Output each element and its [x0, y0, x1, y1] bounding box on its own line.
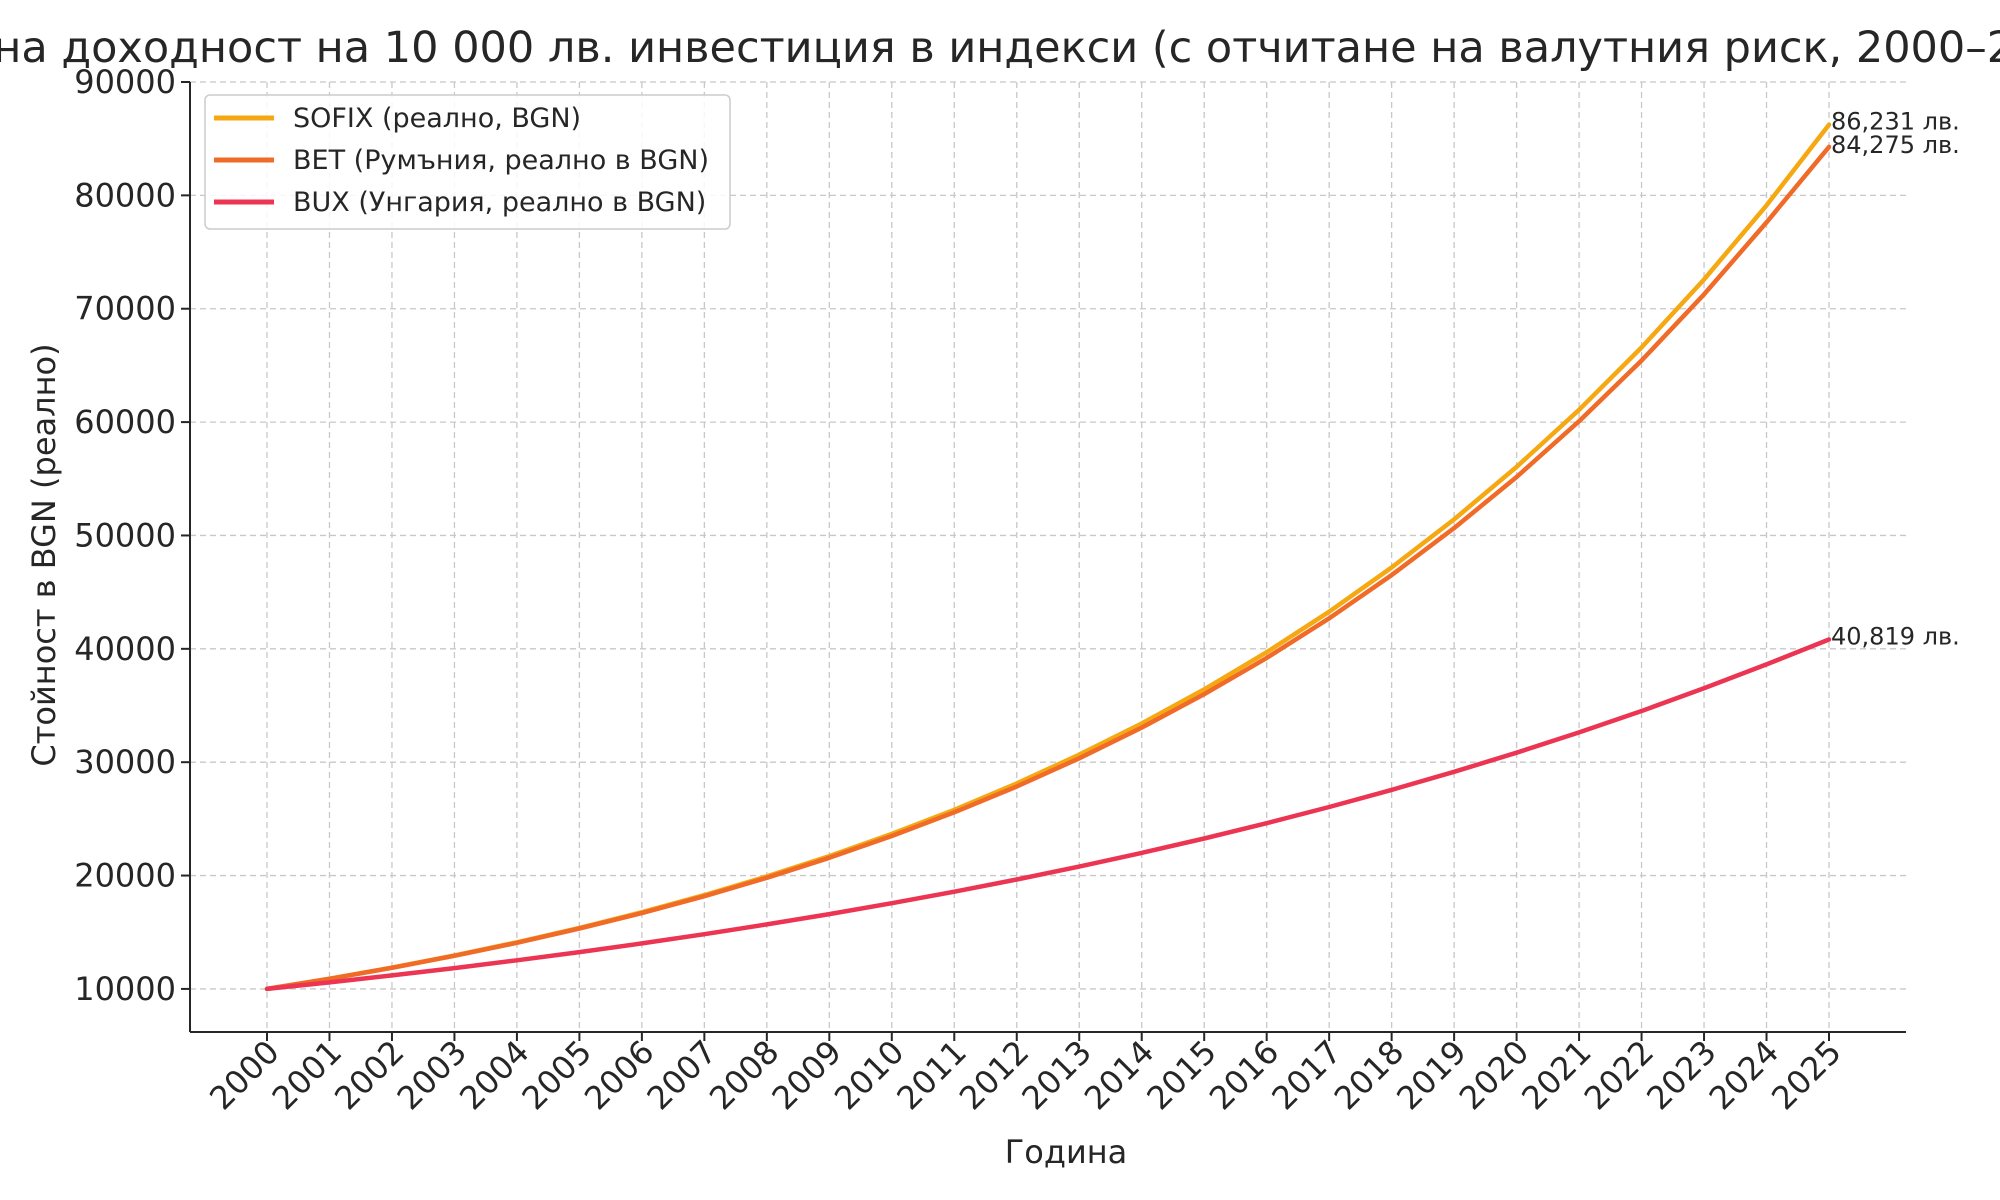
legend: SOFIX (реално, BGN) BET (Румъния, реално … [204, 94, 731, 230]
series-line-3 [264, 637, 1832, 992]
y-tick-label: 70000 [74, 290, 176, 328]
end-value-label: 84,275 лв. [1831, 131, 1960, 159]
y-tick-label: 50000 [74, 516, 176, 554]
x-tick-label: 2014 [1077, 1033, 1161, 1117]
series-line-2 [264, 144, 1832, 992]
x-tick-label: 2011 [889, 1033, 973, 1117]
x-tick-label: 2015 [1139, 1033, 1223, 1117]
x-tick-label: 2022 [1577, 1033, 1661, 1117]
y-tick-label: 20000 [74, 857, 176, 895]
y-tick-label: 80000 [74, 176, 176, 214]
y-tick-label: 40000 [74, 630, 176, 668]
legend-label: BUX (Унгария, реално в BGN) [293, 187, 706, 218]
x-tick-label: 2009 [765, 1033, 849, 1117]
legend-label: SOFIX (реално, BGN) [293, 103, 581, 134]
end-value-labels: 86,231 лв.84,275 лв. 40,819 лв. [1831, 108, 1960, 651]
y-axis-label: Стойност в BGN (реално) [25, 343, 63, 766]
series-line-1 [264, 122, 1832, 992]
x-tick-label: 2016 [1202, 1033, 1286, 1117]
x-tick-label: 2000 [202, 1033, 286, 1117]
x-tick-label: 2005 [515, 1033, 599, 1117]
x-tick-label: 2019 [1389, 1033, 1473, 1117]
legend-label: BET (Румъния, реално в BGN) [293, 145, 709, 176]
y-tick-label: 90000 [74, 63, 176, 101]
x-tick-label: 2003 [390, 1033, 474, 1117]
legend-box [204, 94, 731, 230]
x-tick-label: 2017 [1264, 1033, 1348, 1117]
x-tick-label: 2020 [1452, 1033, 1536, 1117]
grid [190, 81, 1906, 1032]
x-tick-label: 2023 [1639, 1033, 1723, 1117]
x-tick-label: 2024 [1702, 1033, 1786, 1117]
end-value-label: 86,231 лв. [1831, 108, 1960, 136]
x-tick-label: 2025 [1764, 1033, 1848, 1117]
x-tick-label: 2001 [265, 1033, 349, 1117]
x-tick-label: 2018 [1327, 1033, 1411, 1117]
y-tick-label: 30000 [74, 743, 176, 781]
x-tick-label: 2002 [327, 1033, 411, 1117]
y-tick-label: 10000 [74, 970, 176, 1008]
x-tick-label: 2008 [702, 1033, 786, 1117]
x-axis-label: Година [1005, 1133, 1128, 1171]
x-tick-label: 2010 [827, 1033, 911, 1117]
y-tick-label: 60000 [74, 403, 176, 441]
legend-items: SOFIX (реално, BGN) BET (Румъния, реално … [214, 103, 709, 218]
x-tick-label: 2013 [1014, 1033, 1098, 1117]
x-tick-label: 2012 [952, 1033, 1036, 1117]
x-tick-label: 2021 [1514, 1033, 1598, 1117]
chart-title: Реална доходност на 10 000 лв. инвестици… [0, 23, 2000, 73]
end-value-label: 40,819 лв. [1831, 623, 1960, 651]
x-tick-label: 2007 [640, 1033, 724, 1117]
x-tick-label: 2004 [452, 1033, 536, 1117]
x-tick-label: 2006 [577, 1033, 661, 1117]
series-lines [264, 122, 1832, 992]
